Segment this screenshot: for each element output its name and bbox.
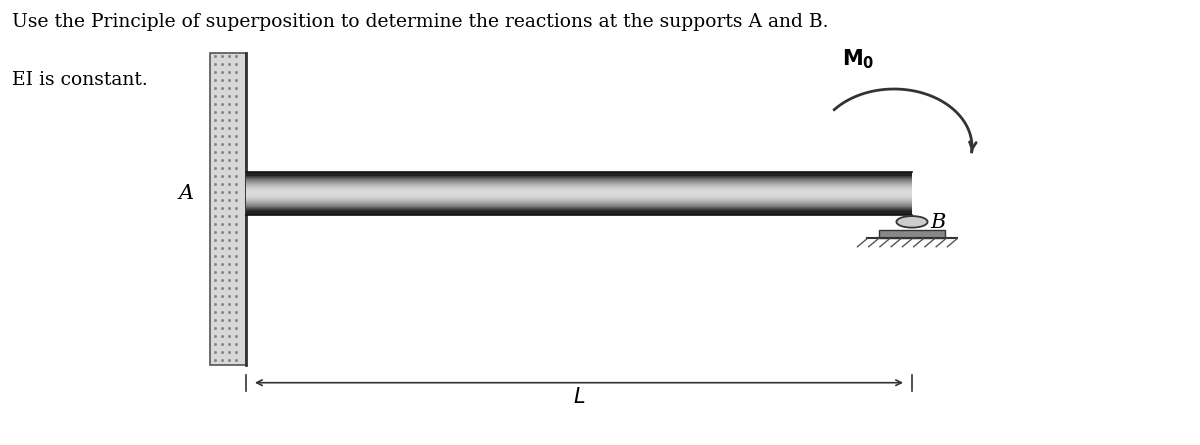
Bar bbox=[246, 204, 912, 205]
Bar bbox=[246, 191, 912, 193]
Bar bbox=[246, 210, 912, 211]
Bar bbox=[246, 179, 912, 180]
Bar bbox=[878, 230, 946, 238]
Bar bbox=[246, 190, 912, 191]
Bar bbox=[246, 182, 912, 183]
Bar bbox=[246, 213, 912, 214]
Bar bbox=[246, 208, 912, 210]
Bar bbox=[246, 200, 912, 201]
Bar bbox=[246, 185, 912, 186]
Bar bbox=[246, 211, 912, 213]
Text: $\mathbf{M_0}$: $\mathbf{M_0}$ bbox=[841, 48, 875, 71]
Bar bbox=[246, 211, 912, 214]
Text: Use the Principle of superposition to determine the reactions at the supports A : Use the Principle of superposition to de… bbox=[12, 13, 828, 31]
Bar bbox=[246, 187, 912, 188]
Bar bbox=[246, 178, 912, 179]
Bar bbox=[246, 194, 912, 196]
Bar bbox=[246, 177, 912, 178]
Bar bbox=[246, 173, 912, 176]
Bar bbox=[246, 188, 912, 190]
Bar bbox=[210, 53, 246, 365]
Bar bbox=[246, 203, 912, 204]
Bar bbox=[246, 205, 912, 206]
Text: A: A bbox=[179, 184, 193, 203]
Text: EI is constant.: EI is constant. bbox=[12, 71, 148, 89]
Bar bbox=[246, 196, 912, 197]
Bar bbox=[246, 207, 912, 208]
Bar bbox=[246, 193, 912, 194]
Bar bbox=[246, 174, 912, 176]
Bar bbox=[246, 183, 912, 184]
Bar bbox=[246, 199, 912, 200]
Bar bbox=[246, 181, 912, 182]
Text: $L$: $L$ bbox=[572, 387, 586, 407]
Bar bbox=[246, 184, 912, 185]
Bar bbox=[246, 173, 912, 174]
Bar bbox=[246, 180, 912, 181]
Bar bbox=[246, 176, 912, 177]
Bar bbox=[246, 197, 912, 198]
Bar bbox=[246, 198, 912, 199]
Bar bbox=[246, 201, 912, 202]
Text: B: B bbox=[930, 213, 946, 232]
Bar bbox=[246, 202, 912, 203]
Bar bbox=[246, 186, 912, 187]
Bar bbox=[246, 206, 912, 207]
Circle shape bbox=[896, 216, 928, 227]
